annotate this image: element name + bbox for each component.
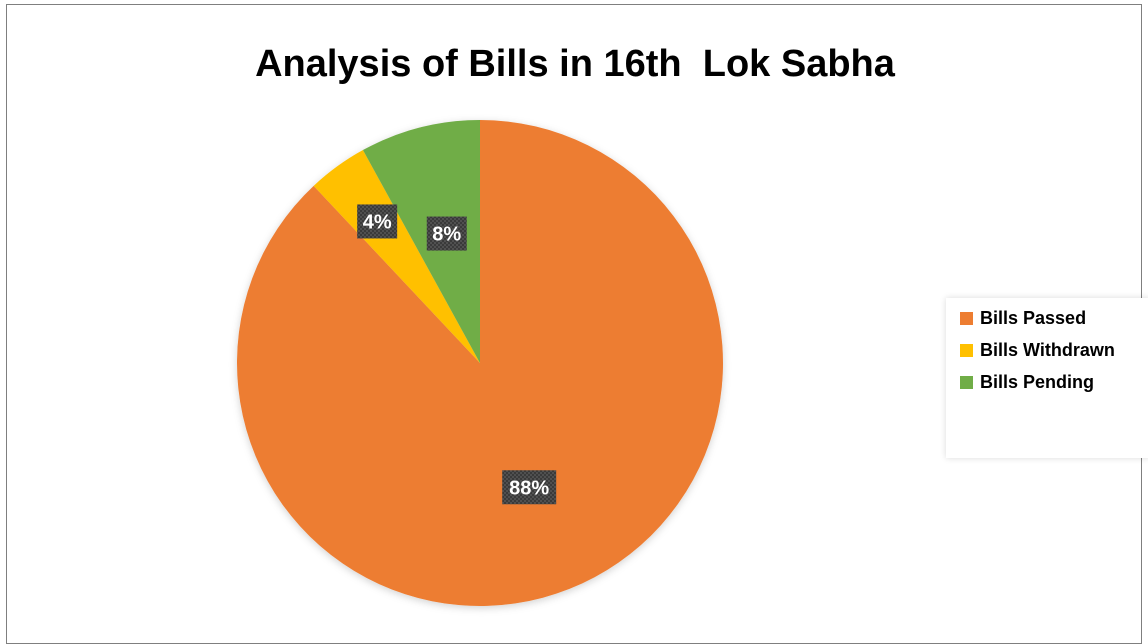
legend-item-bills-withdrawn: Bills Withdrawn [946,334,1148,366]
data-label-bills-passed: 88% [502,470,557,505]
legend-label: Bills Passed [980,307,1087,328]
legend-swatch [960,311,973,325]
legend-item-bills-pending: Bills Pending [946,366,1148,398]
legend-label: Bills Withdrawn [980,339,1115,360]
legend-swatch [960,343,973,357]
pie-slice-bills-passed [236,120,723,606]
data-label-text: 4% [363,211,392,233]
data-label-box [426,216,467,251]
data-label-text: 88% [509,477,549,499]
data-label-bills-pending: 8% [426,216,467,251]
legend-label: Bills Pending [980,371,1095,392]
legend-swatch [960,375,973,389]
data-label-box [357,204,398,239]
data-label-box [502,470,557,505]
data-label-text: 8% [432,224,461,246]
legend-item-bills-passed: Bills Passed [946,302,1148,334]
pie-slice-bills-pending [362,120,480,363]
pie-slice-bills-withdrawn [313,150,480,363]
data-label-bills-withdrawn: 4% [357,204,398,239]
chart-legend: Bills Passed Bills Withdrawn Bills Pendi… [946,298,1148,458]
chart-title: Analysis of Bills in 16th Lok Sabha [255,43,895,85]
